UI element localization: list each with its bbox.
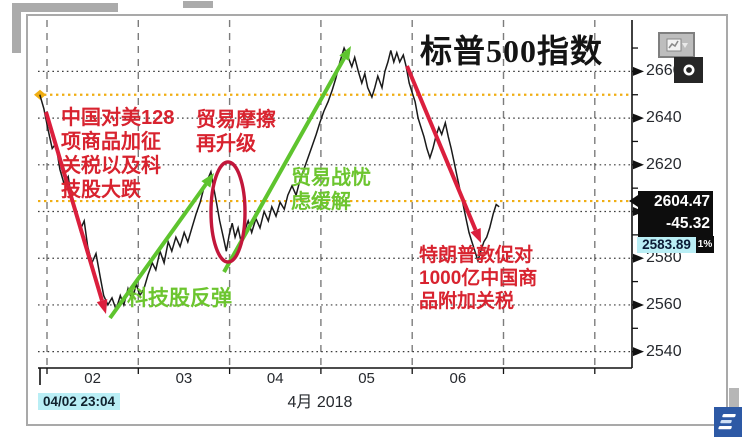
y-axis-label: 2540 [646,342,682,360]
x-axis-label: 03 [175,370,193,387]
annotation-trump-100b-tariff: 特朗普敦促对 1000亿中国商 品附加关税 [419,245,538,312]
scrollbar-thumb[interactable] [729,388,739,408]
site-logo[interactable] [714,407,742,437]
annotation-trade-war-worry-ease: 贸易战忧 虑缓解 [291,167,371,213]
session-low-badge: 2583.89 [637,237,696,253]
annotation-trade-friction-escalation: 贸易摩擦 再升级 [196,109,276,155]
last-price-badge: 2604.47 -45.32 [629,191,713,238]
frame-tab-fragment [183,1,213,8]
y-axis-label: 2660 [646,62,682,80]
cursor-timestamp-badge: 04/02 23:04 [38,393,121,410]
target-dot-icon [683,64,694,76]
percent-axis-chip: 1% [696,236,714,253]
stylized-e-icon [718,414,736,430]
annotation-china-tariff-drop: 中国对美128 项商品加征 关税以及科 技股大跌 [61,107,175,201]
x-axis-period-label: 4月 2018 [287,394,353,411]
y-axis-label: 2580 [646,249,682,267]
annotation-figures [44,46,481,320]
highlight-ellipse [209,160,247,264]
frame-border-bottom [26,424,722,426]
y-axis-label: 2560 [646,295,682,313]
x-axis-label: 06 [449,370,467,387]
crosshair-button[interactable] [674,57,703,83]
frame-corner-decoration-horizontal [18,3,118,12]
y-axis-label: 2640 [646,109,682,127]
chart-type-icon [666,38,688,52]
frame-border-left [26,14,28,426]
frame-border-top [26,14,728,16]
annotation-tech-stock-rebound: 科技股反弹 [127,287,232,310]
y-axis-label: 2620 [646,155,682,173]
frame-corner-decoration-vertical [12,3,21,53]
x-axis-label: 04 [266,370,284,387]
x-axis-label: 05 [358,370,375,387]
frame-border-right [726,14,728,421]
x-axis-label: 02 [84,370,101,387]
chart-title: 标普500指数 [420,33,604,69]
price-change-value: -45.32 [666,215,710,232]
last-price-value: 2604.47 [653,193,710,210]
chart-settings-button[interactable] [658,32,695,58]
gridlines [38,20,640,368]
